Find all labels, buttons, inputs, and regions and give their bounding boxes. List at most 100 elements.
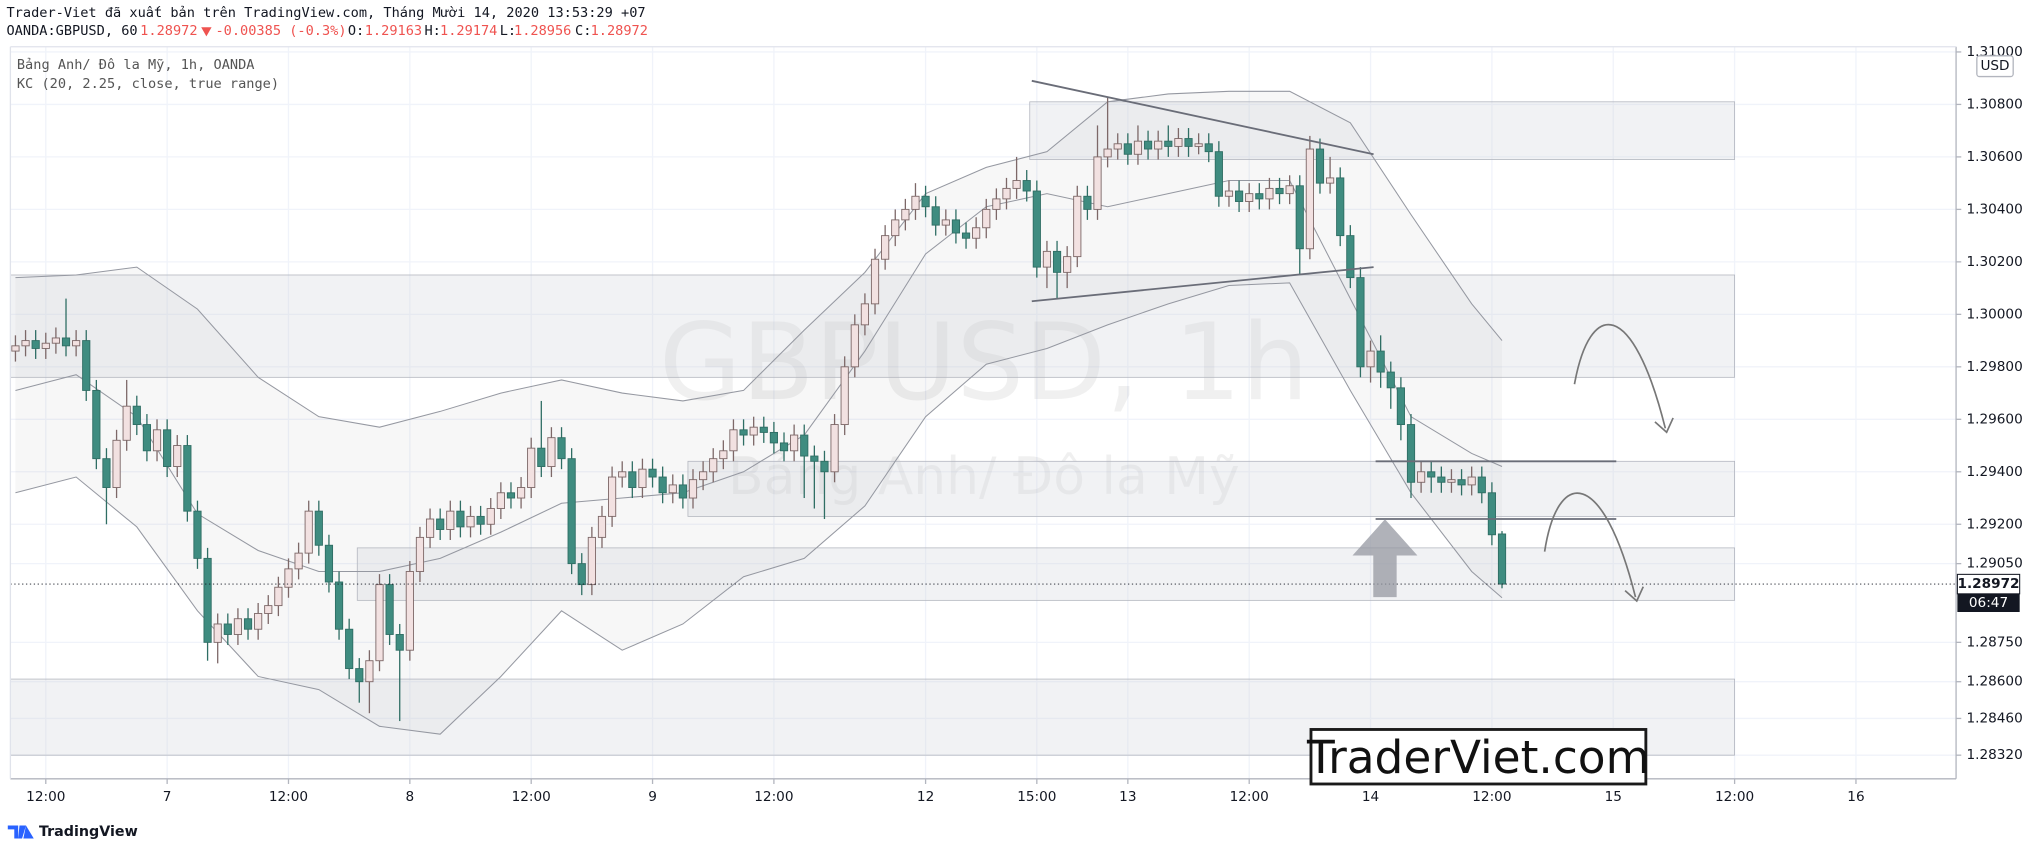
candle-body	[749, 426, 758, 436]
candle-body	[1093, 156, 1102, 210]
candle-body	[537, 447, 546, 467]
open-label: O:	[348, 23, 364, 39]
zone	[356, 547, 1735, 601]
high-value: 1.29174	[440, 23, 497, 39]
candle-body	[608, 476, 617, 517]
currency: USD	[1980, 58, 2009, 74]
x-tick-label: 7	[163, 789, 172, 805]
candle-body	[1305, 148, 1314, 250]
arrow-head	[1624, 586, 1645, 603]
tradingview-logo-icon	[7, 825, 34, 839]
candle-body	[769, 431, 778, 444]
x-tick-label: 12:00	[512, 789, 551, 805]
candle-body	[577, 563, 586, 586]
arrow-curve	[1573, 323, 1667, 429]
candle-body	[1427, 471, 1436, 478]
candle-body	[870, 258, 880, 305]
candle-body	[1073, 195, 1082, 258]
change: -0.00385 (-0.3%)	[215, 23, 346, 39]
candle-body	[1164, 140, 1173, 147]
candle-body	[1437, 476, 1446, 483]
candle-body	[92, 389, 101, 460]
x-tick-label: 12:00	[26, 789, 65, 805]
candle-body	[213, 623, 222, 643]
candle-body	[1275, 187, 1284, 195]
down-icon	[201, 27, 212, 37]
candle-body	[587, 536, 596, 586]
candle-body	[1406, 424, 1416, 483]
y-tick-label: 1.29600	[1966, 411, 2022, 427]
zone	[1029, 101, 1735, 160]
low-label: L:	[500, 23, 516, 39]
candle-body	[1184, 138, 1193, 147]
x-tick-label: 12:00	[269, 789, 308, 805]
tradingview-logo: TradingView	[39, 824, 138, 840]
candle-body	[1477, 476, 1486, 494]
candle-body	[648, 468, 657, 478]
close-label: C:	[575, 23, 591, 39]
candle-body	[1396, 387, 1405, 426]
candle-body	[1315, 148, 1325, 184]
candle-body	[820, 460, 829, 473]
y-tick-label: 1.30400	[1966, 201, 2022, 217]
last-price-label: 1.28972	[1958, 576, 2020, 592]
y-tick-label: 1.29400	[1966, 464, 2022, 480]
close-value: 1.28972	[591, 23, 648, 39]
candle-body	[547, 437, 556, 467]
candle-body	[304, 510, 313, 554]
candle-body	[1417, 471, 1426, 483]
candle-body	[567, 458, 576, 565]
candle-body	[1376, 350, 1385, 373]
arrow-curve	[1543, 492, 1637, 598]
candle-body	[1042, 250, 1052, 268]
open-value: 1.29163	[365, 23, 422, 39]
candle-body	[931, 206, 940, 226]
candle-body	[142, 424, 152, 452]
candle-body	[1012, 180, 1021, 189]
arrow-head	[1654, 417, 1674, 434]
overlay: 1.28972 06:47 USD	[1956, 55, 2021, 612]
candle-body	[314, 510, 323, 546]
candle-body	[1255, 193, 1264, 200]
stamp-box	[1309, 728, 1648, 786]
candle-body	[779, 442, 789, 452]
y-tick-label: 1.28320	[1966, 747, 2022, 763]
candle-body	[992, 198, 1001, 210]
y-tick-label: 1.30000	[1966, 306, 2022, 322]
candle-body	[628, 471, 637, 488]
candle-body	[1447, 479, 1456, 483]
candle-body	[223, 623, 232, 635]
stamp-text: TraderViet.com	[1306, 731, 1650, 784]
y-tick-label: 1.30200	[1966, 254, 2022, 270]
candle-body	[1103, 148, 1112, 158]
candle-body	[456, 510, 465, 528]
candle-body	[597, 515, 607, 538]
candle-body	[1174, 138, 1183, 147]
candle-body	[132, 405, 141, 426]
candle-body	[21, 340, 30, 347]
candle-body	[1133, 140, 1143, 155]
x-tick-label: 13	[1119, 789, 1136, 805]
candle-body	[254, 613, 263, 630]
y-tick-label: 1.29050	[1966, 556, 2022, 572]
watermark: GBPUSD, 1h Bảng Anh/ Đô la Mỹ	[659, 301, 1309, 507]
candle-body	[1386, 371, 1395, 389]
candle-body	[102, 458, 111, 488]
candle-body	[1224, 190, 1234, 197]
candle-body	[436, 518, 445, 530]
candle-body	[163, 429, 172, 467]
y-axis-area	[1956, 46, 2035, 826]
candle-body	[830, 424, 839, 473]
legend-title: Bảng Anh/ Đô la Mỹ, 1h, OANDA	[17, 57, 255, 73]
candle-body	[1285, 185, 1294, 195]
x-tick-label: 9	[648, 789, 657, 805]
candle-body	[51, 337, 60, 344]
candle-body	[1002, 187, 1011, 200]
x-tick-label: 14	[1362, 789, 1379, 805]
candle-body	[183, 445, 192, 512]
x-tick-label: 8	[406, 789, 415, 805]
candle-body	[193, 510, 202, 559]
candle-body	[881, 235, 890, 260]
candle-body	[1214, 151, 1223, 197]
